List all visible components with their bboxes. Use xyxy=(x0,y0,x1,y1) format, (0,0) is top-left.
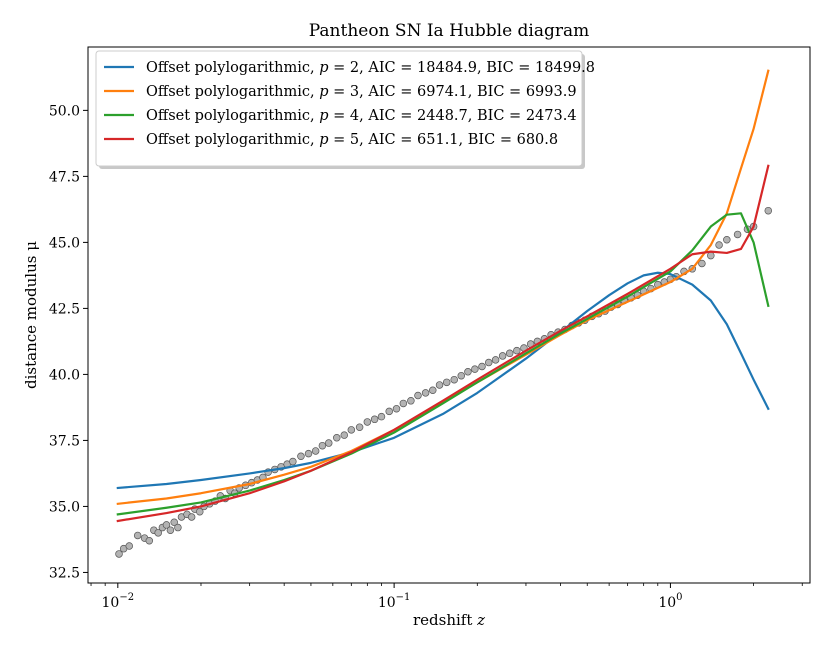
data-point-51 xyxy=(414,391,422,400)
legend-box xyxy=(95,50,583,167)
legend-label-p5: Offset polylogarithmic, p = 5, AIC = 651… xyxy=(146,132,558,148)
legend-label-p2: Offset polylogarithmic, p = 2, AIC = 184… xyxy=(146,60,595,76)
data-point-45 xyxy=(370,415,379,424)
data-point-15 xyxy=(187,513,196,521)
data-point-3 xyxy=(133,531,142,540)
y-tick-label-6: 47.5 xyxy=(49,169,80,185)
y-tick-label-7: 50.0 xyxy=(49,103,80,119)
legend: Offset polylogarithmic, p = 2, AIC = 184… xyxy=(95,50,595,169)
x-tick-label-0: 10−2 xyxy=(102,592,135,611)
data-point-94 xyxy=(715,241,723,249)
y-tick-label-2: 37.5 xyxy=(49,433,80,449)
data-point-95 xyxy=(723,236,731,244)
data-point-65 xyxy=(513,346,521,355)
data-point-64 xyxy=(505,349,514,358)
chart-title: Pantheon SN Ia Hubble diagram xyxy=(309,21,590,41)
data-point-60 xyxy=(478,362,486,371)
data-point-34 xyxy=(289,457,297,466)
data-point-55 xyxy=(442,378,451,387)
data-point-49 xyxy=(399,399,408,408)
data-point-38 xyxy=(318,441,327,450)
data-point-50 xyxy=(407,397,415,405)
data-point-41 xyxy=(340,431,349,439)
data-point-61 xyxy=(484,358,493,367)
y-tick-label-1: 35.0 xyxy=(49,499,80,515)
data-point-46 xyxy=(377,412,386,421)
data-point-63 xyxy=(498,352,507,360)
data-point-53 xyxy=(429,386,437,395)
data-point-11 xyxy=(170,518,178,527)
data-point-17 xyxy=(196,507,204,516)
x-axis-label-symbol: z xyxy=(476,611,485,629)
legend-label-p3: Offset polylogarithmic, p = 3, AIC = 697… xyxy=(146,84,577,100)
legend-entries: Offset polylogarithmic, p = 2, AIC = 184… xyxy=(104,60,595,148)
y-tick-label-5: 45.0 xyxy=(49,235,80,251)
data-point-7 xyxy=(154,529,162,537)
data-point-43 xyxy=(355,423,364,431)
data-point-42 xyxy=(347,426,356,434)
x-tick-label-1: 10−1 xyxy=(378,592,411,611)
fit-line-p4 xyxy=(116,212,770,516)
data-point-47 xyxy=(385,407,393,416)
data-point-96 xyxy=(733,230,742,239)
data-point-36 xyxy=(304,449,313,458)
data-point-99 xyxy=(764,206,773,215)
fit-line-p2 xyxy=(116,271,770,490)
data-point-52 xyxy=(421,389,430,397)
y-axis-ticks: 32.5 35.0 37.5 40.0 42.5 45.0 47.5 50.0 xyxy=(49,103,88,581)
data-point-9 xyxy=(162,521,171,529)
data-point-59 xyxy=(471,365,479,373)
data-point-5 xyxy=(145,536,154,545)
data-point-37 xyxy=(311,447,320,455)
data-point-54 xyxy=(435,381,444,389)
fit-lines-layer xyxy=(116,69,770,523)
legend-label-p4: Offset polylogarithmic, p = 4, AIC = 244… xyxy=(146,108,577,124)
data-point-39 xyxy=(325,439,333,447)
data-point-58 xyxy=(464,368,472,376)
data-point-92 xyxy=(698,259,706,268)
data-point-10 xyxy=(166,526,175,534)
x-axis-label-text: redshift xyxy=(413,611,477,629)
data-point-40 xyxy=(333,434,341,442)
x-tick-label-2: 100 xyxy=(658,592,682,611)
data-point-2 xyxy=(125,542,133,550)
data-point-93 xyxy=(707,251,715,260)
y-tick-label-0: 32.5 xyxy=(49,565,80,581)
data-point-56 xyxy=(450,375,458,384)
data-point-44 xyxy=(363,418,372,426)
fit-line-p3 xyxy=(116,69,770,506)
fit-line-p5 xyxy=(116,164,770,523)
data-point-0 xyxy=(115,550,123,558)
data-point-35 xyxy=(297,452,305,461)
data-point-57 xyxy=(457,371,466,380)
data-point-62 xyxy=(491,356,500,364)
y-tick-label-3: 40.0 xyxy=(49,367,80,383)
data-point-12 xyxy=(174,523,182,532)
data-point-48 xyxy=(392,404,401,413)
plot-frame xyxy=(87,46,811,584)
x-axis-ticks: 10−2 10−1 100 xyxy=(90,583,803,611)
y-tick-label-4: 42.5 xyxy=(49,301,80,317)
y-axis-label: distance modulus μ xyxy=(22,241,40,389)
x-axis-label: redshift z xyxy=(413,611,485,629)
